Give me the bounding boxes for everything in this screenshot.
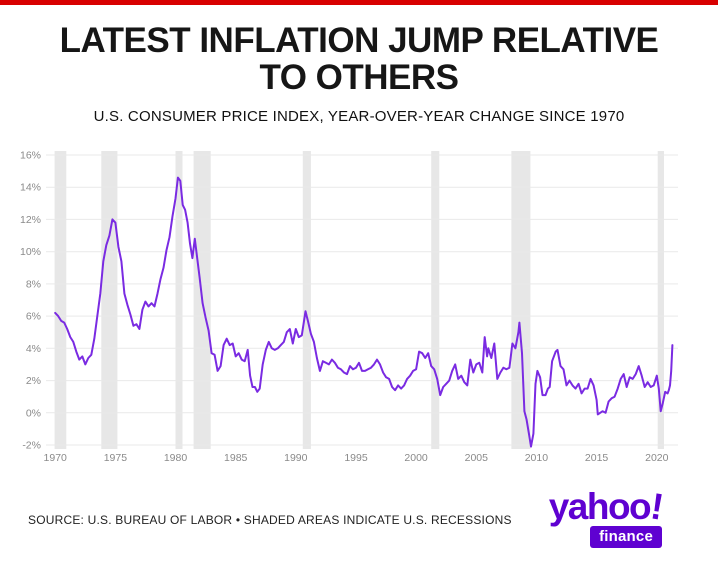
x-axis-label: 1975 — [104, 452, 128, 464]
yahoo-finance-logo: yahoo! finance — [549, 485, 666, 548]
recession-band — [511, 151, 531, 449]
y-axis-label: 12% — [20, 214, 41, 226]
finance-badge: finance — [590, 526, 662, 548]
x-axis-label: 2020 — [645, 452, 669, 464]
recession-band — [175, 151, 183, 449]
recession-band — [431, 151, 440, 449]
y-axis-label: 2% — [26, 375, 41, 387]
y-axis-label: 0% — [26, 407, 41, 419]
y-axis-label: 4% — [26, 343, 41, 355]
x-axis-label: 1990 — [284, 452, 308, 464]
yahoo-logo-wordmark: yahoo! — [549, 485, 666, 528]
x-axis-label: 1995 — [344, 452, 368, 464]
recession-band — [54, 151, 67, 449]
yahoo-logo-exclamation: ! — [648, 485, 666, 528]
y-axis-label: 6% — [26, 311, 41, 323]
x-axis-label: 2010 — [525, 452, 549, 464]
top-accent-bar — [0, 0, 718, 5]
y-axis-label: 14% — [20, 182, 41, 194]
source-note: SOURCE: U.S. BUREAU OF LABOR • SHADED AR… — [28, 513, 512, 527]
chart-subtitle: U.S. CONSUMER PRICE INDEX, YEAR-OVER-YEA… — [93, 108, 625, 125]
x-axis-label: 1980 — [164, 452, 188, 464]
yahoo-logo-text: yahoo — [548, 485, 652, 527]
y-axis-label: 10% — [20, 246, 41, 258]
cpi-line-chart: 16% 14% 12% 10% 8% 6% 4% 2% 0% -2%1970 1975 1980 198… — [20, 150, 678, 464]
x-axis-label: 2015 — [585, 452, 609, 464]
page-title-line-1: LATEST INFLATION JUMP RELATIVE — [59, 21, 659, 60]
y-axis-label: 16% — [20, 150, 41, 162]
page-title: LATEST INFLATION JUMP RELATIVE TO OTHERS — [0, 22, 718, 97]
y-axis-label: 8% — [26, 278, 41, 290]
x-axis-label: 2005 — [465, 452, 489, 464]
y-axis-label: -2% — [22, 440, 41, 452]
x-axis-label: 1985 — [224, 452, 248, 464]
page-title-line-2: TO OTHERS — [259, 58, 459, 98]
x-axis-label: 2000 — [404, 452, 428, 464]
recession-band — [657, 151, 664, 449]
recession-band — [302, 151, 311, 449]
x-axis-label: 1970 — [44, 452, 68, 464]
cpi-line — [54, 176, 674, 448]
recession-band — [101, 151, 118, 449]
